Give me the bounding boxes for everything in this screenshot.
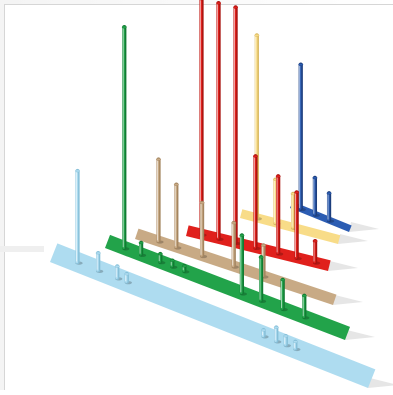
bar-cap	[170, 259, 174, 261]
bar-cap	[174, 183, 178, 185]
bar-cap	[259, 256, 263, 258]
bar-cap	[115, 265, 119, 267]
bar-cap	[255, 34, 259, 36]
bar-cap	[261, 244, 265, 246]
bar-cap	[122, 26, 126, 28]
bar-cap	[139, 242, 143, 244]
bar-cap	[327, 192, 331, 194]
bar-cap	[294, 191, 298, 193]
bar-cap	[253, 155, 257, 157]
bar-cap	[158, 253, 162, 255]
bar-cap	[232, 222, 236, 224]
bar-cap	[156, 158, 160, 160]
bar-cap	[96, 252, 100, 254]
bar-cap	[281, 279, 285, 281]
bar-cap	[261, 329, 265, 331]
bar-cap	[313, 240, 317, 242]
bar-cap	[216, 2, 220, 4]
bar-cap	[182, 265, 186, 267]
left-shadow	[0, 246, 44, 252]
bar-cap	[125, 273, 129, 275]
bar-cap	[299, 63, 303, 65]
bar-cap	[240, 234, 244, 236]
bar-cap	[293, 341, 297, 343]
bar-cap	[284, 335, 288, 337]
bar-cap	[233, 6, 237, 8]
bar-cap	[313, 177, 317, 179]
bar-cap	[302, 295, 306, 297]
bar-cap	[274, 326, 278, 328]
bar-cap	[75, 170, 79, 172]
bar-cap	[276, 175, 280, 177]
bar-cap	[200, 202, 204, 204]
